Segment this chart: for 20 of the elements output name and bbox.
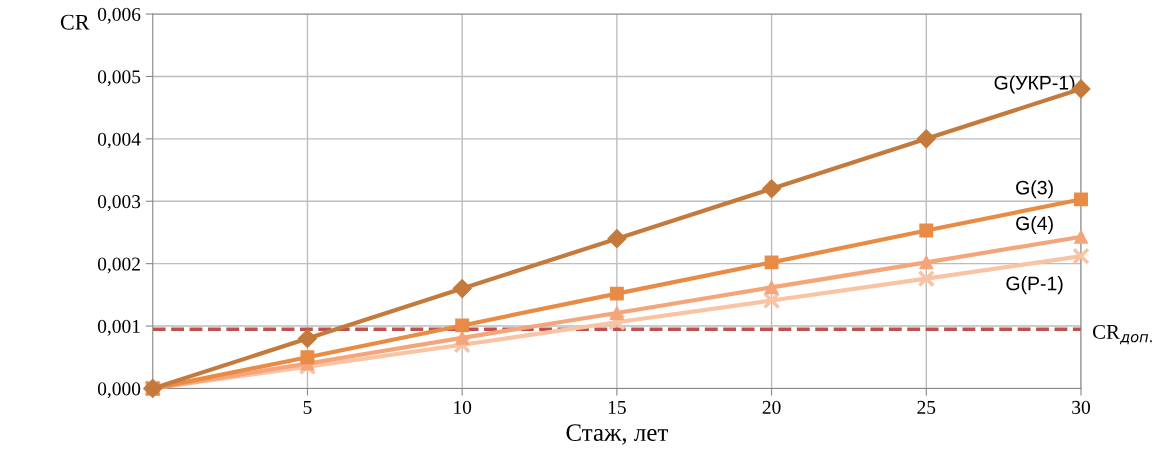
x-tick-label: 20 [762,400,781,414]
x-tick-label: 30 [1072,400,1090,414]
y-tick-label: 0,006 [97,7,141,24]
y-tick-label: 0,005 [97,70,141,87]
y-tick-label: 0,004 [97,132,141,149]
x-tick-label: 5 [303,401,312,414]
series-label: G(Р-1) [1006,276,1063,295]
y-tick-label: 0,000 [97,382,141,399]
series-label: G(УКР-1) [994,75,1075,94]
x-tick-label: 15 [608,400,626,414]
y-axis-title: CR [60,14,90,30]
series-label: G(4) [1016,215,1053,235]
y-tick-label: 0,002 [97,257,140,274]
x-axis-title: Стаж, лет [566,424,668,445]
y-tick-label: 0,001 [97,319,140,336]
y-tick-label: 0,003 [97,195,141,211]
series-label: G(3) [1016,180,1053,199]
x-tick-label: 10 [454,400,472,414]
x-tick-label: 25 [917,400,936,414]
ref-line-label: CR$_{доп.}$ [1092,324,1152,345]
